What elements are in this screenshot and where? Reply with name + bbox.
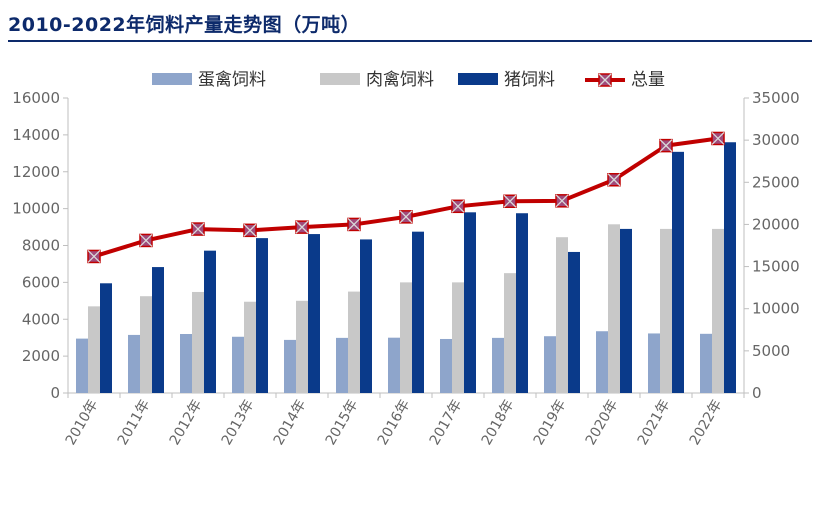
legend-label: 猪饲料 <box>504 70 555 90</box>
bar-pig-feed <box>672 151 684 393</box>
bar-broiler-feed <box>140 296 152 393</box>
bar-layer-feed <box>388 337 400 393</box>
left-axis-tick-label: 4000 <box>22 310 60 328</box>
total-point-cross <box>503 194 517 208</box>
left-axis-tick-label: 2000 <box>22 347 60 365</box>
bar-broiler-feed <box>88 306 100 393</box>
x-axis-tick-label: 2016年 <box>375 397 414 448</box>
x-axis-tick-label: 2011年 <box>115 397 154 448</box>
right-axis-tick-label: 5000 <box>752 342 790 360</box>
bar-pig-feed <box>152 267 164 393</box>
left-axis-tick-label: 8000 <box>22 237 60 255</box>
legend-label: 蛋禽饲料 <box>198 70 266 90</box>
bar-broiler-feed <box>192 291 204 393</box>
left-axis-tick-label: 12000 <box>12 163 60 181</box>
bar-broiler-feed <box>244 301 256 393</box>
right-axis-tick-label: 35000 <box>752 89 800 107</box>
right-axis-tick-label: 20000 <box>752 215 800 233</box>
bar-layer-feed <box>180 334 192 393</box>
x-axis-tick-label: 2015年 <box>323 397 362 448</box>
bar-layer-feed <box>544 336 556 393</box>
x-axis-tick-label: 2018年 <box>479 397 518 448</box>
total-point-cross <box>399 210 413 224</box>
bar-broiler-feed <box>556 237 568 393</box>
left-axis-tick-label: 10000 <box>12 200 60 218</box>
total-point-cross <box>659 139 673 153</box>
bar-pig-feed <box>620 228 632 393</box>
bar-layer-feed <box>336 337 348 393</box>
total-point-cross <box>139 233 153 247</box>
legend-swatch <box>320 73 360 85</box>
bar-layer-feed <box>596 331 608 393</box>
total-point-cross <box>347 217 361 231</box>
bar-pig-feed <box>256 238 268 393</box>
bar-pig-feed <box>204 250 216 393</box>
legend-swatch <box>152 73 192 85</box>
bar-layer-feed <box>76 338 88 393</box>
legend-label: 总量 <box>631 70 665 90</box>
right-axis-tick-label: 15000 <box>752 258 800 276</box>
bar-layer-feed <box>232 336 244 393</box>
bar-broiler-feed <box>452 282 464 393</box>
total-point-cross <box>87 249 101 263</box>
x-axis-tick-label: 2022年 <box>687 397 726 448</box>
bar-layer-feed <box>440 338 452 393</box>
bar-layer-feed <box>128 334 140 393</box>
bar-pig-feed <box>464 212 476 393</box>
bar-pig-feed <box>100 283 112 393</box>
bar-layer-feed <box>284 339 296 393</box>
bar-broiler-feed <box>504 273 516 393</box>
bar-broiler-feed <box>660 228 672 393</box>
left-axis-tick-label: 14000 <box>12 126 60 144</box>
legend-marker-cross <box>598 73 612 87</box>
total-point-cross <box>243 223 257 237</box>
x-axis-tick-label: 2014年 <box>271 397 310 448</box>
bar-broiler-feed <box>712 228 724 393</box>
total-point-cross <box>191 222 205 236</box>
bar-layer-feed <box>700 333 712 393</box>
bar-pig-feed <box>724 142 736 393</box>
right-axis-tick-label: 0 <box>752 384 762 402</box>
bar-layer-feed <box>492 337 504 393</box>
bar-pig-feed <box>516 213 528 393</box>
total-point-cross <box>295 220 309 234</box>
x-axis-tick-label: 2019年 <box>531 397 570 448</box>
x-axis-tick-label: 2013年 <box>219 397 258 448</box>
right-axis-tick-label: 30000 <box>752 131 800 149</box>
bar-broiler-feed <box>608 224 620 393</box>
total-point-cross <box>711 131 725 145</box>
title-divider <box>8 40 812 42</box>
left-axis-tick-label: 6000 <box>22 273 60 291</box>
total-point-cross <box>451 199 465 213</box>
bar-broiler-feed <box>348 291 360 393</box>
x-axis-tick-label: 2017年 <box>427 397 466 448</box>
bar-broiler-feed <box>296 300 308 393</box>
bar-pig-feed <box>568 251 580 393</box>
x-axis-tick-label: 2021年 <box>635 397 674 448</box>
right-axis-tick-label: 25000 <box>752 173 800 191</box>
legend-label: 肉禽饲料 <box>366 70 434 90</box>
bar-broiler-feed <box>400 282 412 393</box>
bar-pig-feed <box>308 234 320 393</box>
x-axis-tick-label: 2020年 <box>583 397 622 448</box>
left-axis-tick-label: 16000 <box>12 89 60 107</box>
chart-title: 2010-2022年饲料产量走势图（万吨） <box>8 14 361 36</box>
bar-pig-feed <box>412 231 424 393</box>
x-axis-tick-label: 2010年 <box>63 397 102 448</box>
right-axis-tick-label: 10000 <box>752 300 800 318</box>
bar-layer-feed <box>648 333 660 393</box>
total-point-cross <box>607 173 621 187</box>
x-axis-tick-label: 2012年 <box>167 397 206 448</box>
total-point-cross <box>555 194 569 208</box>
bar-pig-feed <box>360 239 372 393</box>
left-axis-tick-label: 0 <box>50 384 60 402</box>
legend-swatch <box>458 73 498 85</box>
